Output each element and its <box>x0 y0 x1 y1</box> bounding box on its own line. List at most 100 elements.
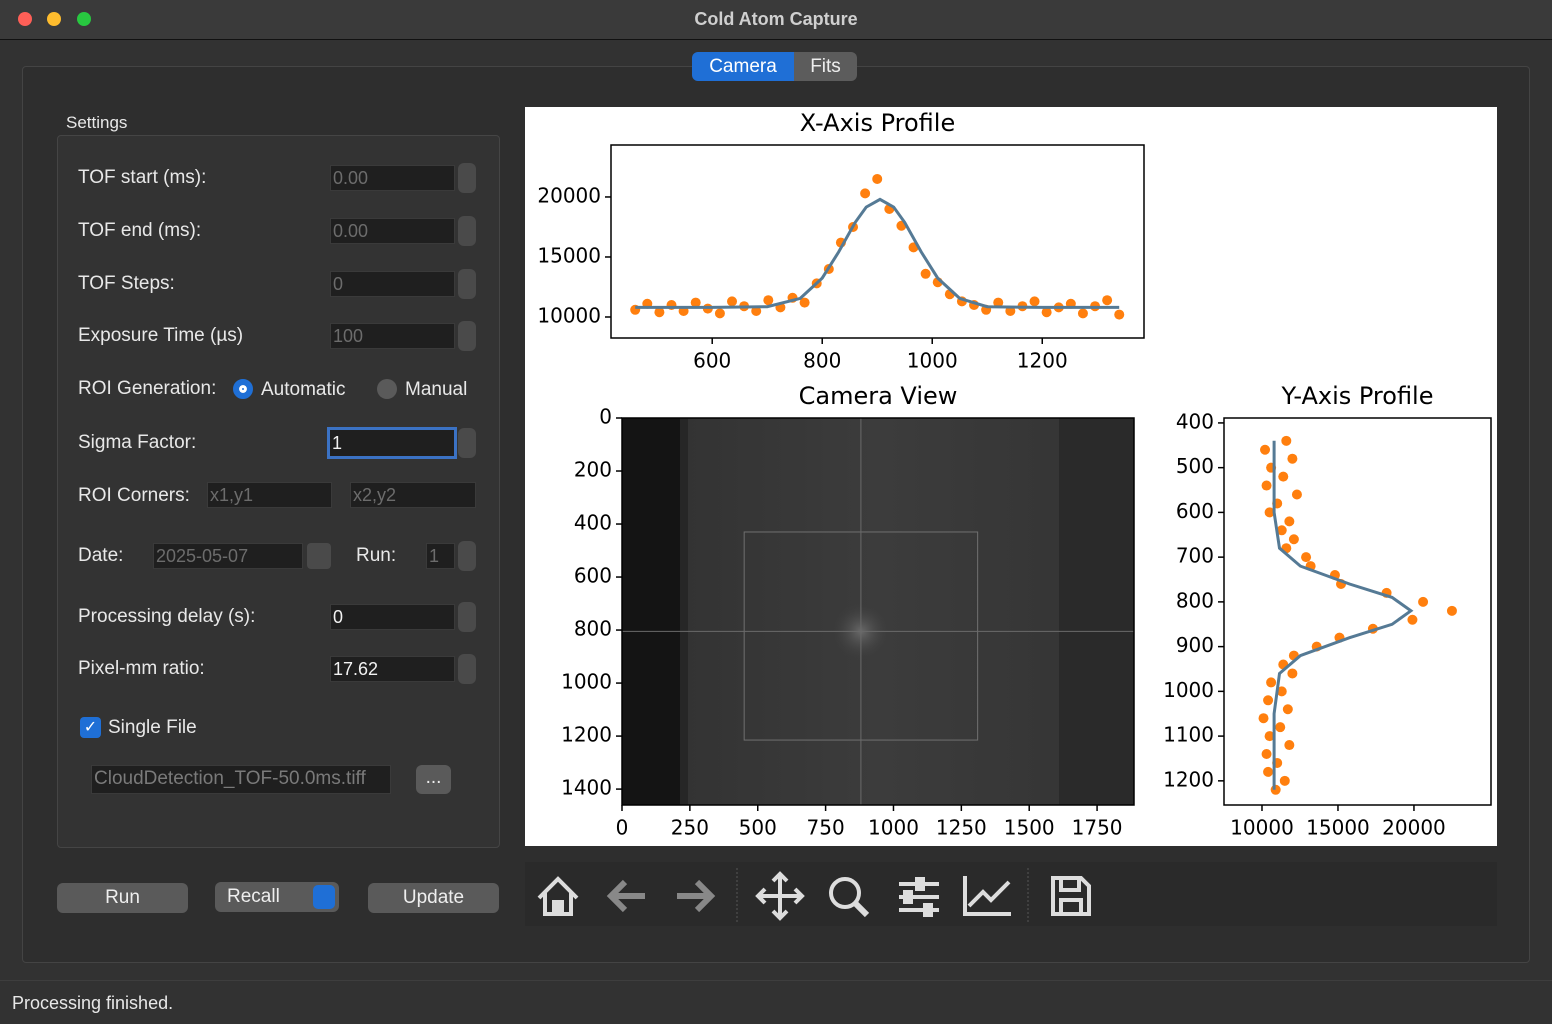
y-tick-label: 0 <box>599 405 612 429</box>
x-tick-label: 1200 <box>1017 349 1068 373</box>
radio-selected[interactable] <box>233 379 253 399</box>
spin-input[interactable]: 1 <box>327 427 457 459</box>
spin-arrows[interactable] <box>458 269 476 299</box>
radio[interactable] <box>377 379 397 399</box>
close-button[interactable] <box>18 12 32 26</box>
spin-input[interactable]: 17.62 <box>330 656 455 682</box>
pan-button[interactable] <box>755 871 805 921</box>
data-point <box>714 308 725 319</box>
date-dropdown[interactable] <box>307 543 331 569</box>
update-button[interactable]: Update <box>368 883 499 913</box>
data-point <box>1264 507 1275 518</box>
y-tick-label: 800 <box>1176 588 1214 612</box>
date-input[interactable]: 2025-05-07 <box>153 543 303 569</box>
tab[interactable]: Fits <box>794 52 857 81</box>
data-point <box>1275 722 1286 733</box>
data-point <box>1114 309 1125 320</box>
checkbox-checked[interactable]: ✓ <box>80 717 101 738</box>
spin-input[interactable]: 0 <box>330 271 455 297</box>
spin-arrows[interactable] <box>458 216 476 246</box>
data-point <box>1263 695 1274 706</box>
data-point <box>1270 784 1281 795</box>
y-tick-label: 1200 <box>561 723 612 747</box>
data-point <box>1284 516 1295 527</box>
y-tick-label: 1100 <box>1163 723 1214 747</box>
y-tick-label: 400 <box>574 511 612 535</box>
spin-arrows[interactable] <box>458 163 476 193</box>
y-tick-label: 1000 <box>1163 678 1214 702</box>
radio-label[interactable]: Manual <box>405 379 468 400</box>
y-tick-label: 200 <box>574 458 612 482</box>
spin-arrows[interactable] <box>458 654 476 684</box>
checkbox-label[interactable]: Single File <box>108 717 197 738</box>
x-tick-label: 1750 <box>1072 816 1123 840</box>
spin-input[interactable]: 1 <box>426 543 455 569</box>
axes-frame <box>621 417 1135 806</box>
edit-axes-button[interactable] <box>963 876 1011 916</box>
chart-title: Y-Axis Profile <box>1281 382 1434 410</box>
tab[interactable]: Camera <box>692 52 794 81</box>
spin-input[interactable]: 0.00 <box>330 218 455 244</box>
chart-title: X-Axis Profile <box>800 109 955 137</box>
spin-arrows[interactable] <box>458 541 476 571</box>
dropdown-arrow[interactable] <box>313 885 335 909</box>
y-tick-label: 1000 <box>561 670 612 694</box>
image-band <box>680 418 688 805</box>
data-point <box>1258 713 1269 724</box>
data-point <box>1446 605 1457 616</box>
spin-input[interactable]: 0.00 <box>330 165 455 191</box>
data-point <box>1260 444 1271 455</box>
text-input[interactable]: x1,y1 <box>207 482 332 508</box>
image-band <box>1059 418 1134 805</box>
data-point <box>860 188 871 199</box>
minimize-button[interactable] <box>47 12 61 26</box>
axes-frame <box>1223 417 1492 806</box>
zoom-button[interactable] <box>829 877 870 918</box>
data-point <box>727 296 738 307</box>
data-point <box>1077 308 1088 319</box>
x-tick-label: 750 <box>807 816 845 840</box>
file-path[interactable]: CloudDetection_TOF-50.0ms.tiff <box>91 765 391 794</box>
forward-button[interactable] <box>677 879 716 913</box>
toolbar <box>525 862 1497 926</box>
y-tick-label: 15000 <box>537 243 601 267</box>
data-point <box>993 297 1004 308</box>
data-point <box>920 268 931 279</box>
field-label: TOF end (ms): <box>78 220 202 241</box>
radio-label[interactable]: Automatic <box>261 379 346 400</box>
run-button[interactable]: Run <box>57 883 188 913</box>
y-tick-label: 20000 <box>537 183 601 207</box>
spin-input[interactable]: 0 <box>330 604 455 630</box>
zoom-button[interactable] <box>77 12 91 26</box>
spin-input[interactable]: 100 <box>330 323 455 349</box>
x-tick-label: 1000 <box>907 349 958 373</box>
data-point <box>1278 471 1289 482</box>
data-point <box>1041 307 1052 318</box>
browse-button[interactable]: ... <box>416 765 451 794</box>
y-tick-label: 400 <box>1176 409 1214 433</box>
data-point <box>1282 704 1293 715</box>
spin-arrows[interactable] <box>458 321 476 351</box>
data-point <box>1291 489 1302 500</box>
back-button[interactable] <box>606 879 645 913</box>
spin-arrows[interactable] <box>458 602 476 632</box>
data-point <box>1029 296 1040 307</box>
window-title: Cold Atom Capture <box>694 9 858 29</box>
data-point <box>1287 453 1298 464</box>
toolbar-icons <box>537 868 1091 922</box>
data-point <box>1287 668 1298 679</box>
save-button[interactable] <box>1051 876 1091 916</box>
field-label: TOF start (ms): <box>78 167 207 188</box>
data-point <box>1301 552 1312 563</box>
data-point <box>1418 596 1429 607</box>
field-label: ROI Generation: <box>78 378 217 399</box>
spin-arrows[interactable] <box>458 428 476 458</box>
text-input[interactable]: x2,y2 <box>350 482 476 508</box>
x-tick-label: 10000 <box>1230 816 1294 840</box>
data-point <box>1276 686 1287 697</box>
x-tick-label: 800 <box>803 349 841 373</box>
home-button[interactable] <box>537 876 579 916</box>
configure-button[interactable] <box>899 877 939 917</box>
